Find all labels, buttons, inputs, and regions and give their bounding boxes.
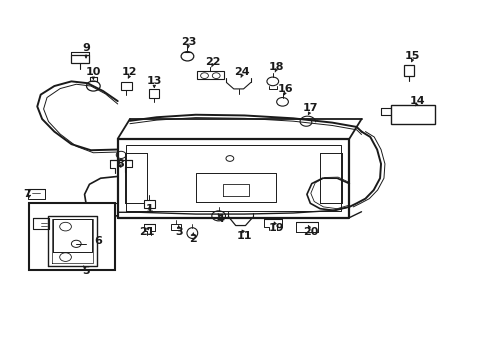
Bar: [143, 201, 155, 208]
Text: 12: 12: [122, 67, 138, 77]
Text: 16: 16: [278, 84, 293, 94]
Bar: [390, 105, 434, 125]
Bar: [29, 203, 115, 270]
Text: 2: 2: [189, 234, 197, 244]
Text: 14: 14: [409, 96, 425, 106]
Bar: [149, 89, 159, 98]
Text: 22: 22: [204, 57, 220, 67]
Text: 7: 7: [23, 189, 31, 199]
Text: 5: 5: [82, 266, 90, 276]
Text: 6: 6: [94, 236, 102, 246]
Bar: [171, 224, 181, 230]
Text: 1: 1: [145, 204, 153, 214]
Text: 4: 4: [216, 215, 224, 224]
Text: 8: 8: [116, 159, 124, 169]
Text: 3: 3: [175, 227, 182, 237]
Bar: [71, 55, 89, 63]
Bar: [404, 65, 413, 76]
Text: 23: 23: [181, 37, 196, 47]
Bar: [196, 71, 224, 78]
Text: 20: 20: [302, 227, 317, 237]
Text: 24: 24: [234, 67, 249, 77]
Text: 9: 9: [82, 43, 90, 53]
Text: 10: 10: [85, 67, 101, 77]
Text: 18: 18: [268, 62, 284, 72]
Text: 19: 19: [268, 224, 284, 233]
Text: 17: 17: [302, 103, 317, 113]
Bar: [121, 82, 132, 90]
Text: 13: 13: [146, 76, 162, 86]
Text: 15: 15: [404, 51, 420, 61]
Text: 21: 21: [139, 227, 154, 237]
Text: 11: 11: [236, 231, 252, 240]
